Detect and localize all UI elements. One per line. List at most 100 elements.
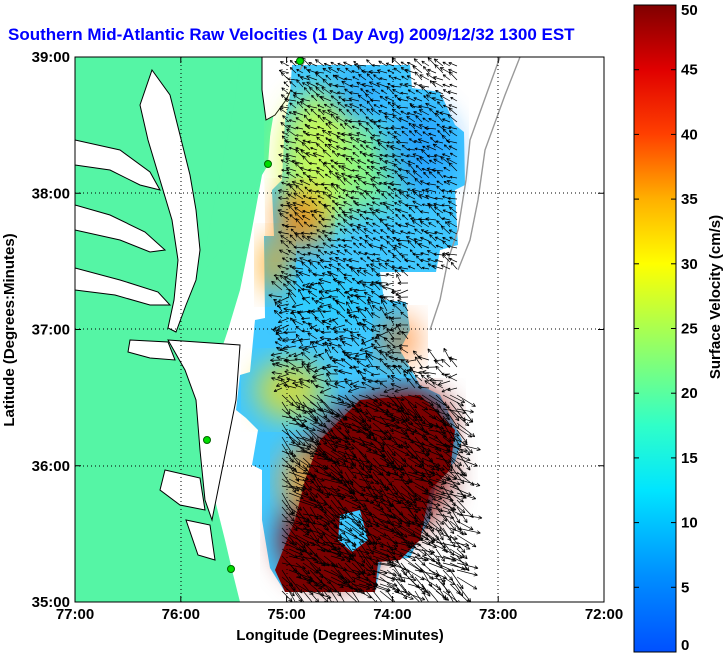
velocity-arrow bbox=[416, 157, 423, 165]
velocity-arrow bbox=[415, 164, 423, 172]
velocity-arrow bbox=[365, 443, 385, 453]
velocity-arrow bbox=[331, 346, 339, 354]
velocity-arrow bbox=[407, 89, 416, 95]
velocity-arrow bbox=[418, 104, 430, 109]
velocity-arrow bbox=[442, 478, 461, 486]
velocity-arrow bbox=[412, 153, 423, 158]
velocity-arrow bbox=[356, 295, 367, 305]
velocity-arrow bbox=[428, 222, 437, 228]
colorbar-tick-label: 15 bbox=[681, 450, 698, 467]
velocity-arrow bbox=[330, 223, 339, 228]
velocity-arrow bbox=[295, 184, 304, 193]
velocity-arrow bbox=[421, 60, 430, 67]
velocity-arrow bbox=[323, 251, 332, 256]
velocity-arrow bbox=[428, 590, 439, 602]
velocity-arrow bbox=[302, 282, 311, 287]
velocity-arrow bbox=[407, 590, 421, 602]
velocity-arrow bbox=[349, 103, 360, 109]
velocity-arrow bbox=[359, 242, 367, 249]
velocity-arrow bbox=[415, 255, 423, 263]
velocity-arrow bbox=[401, 144, 409, 151]
velocity-arrow bbox=[406, 96, 416, 102]
velocity-arrow bbox=[383, 337, 395, 347]
velocity-arrow bbox=[414, 499, 441, 507]
velocity-arrow bbox=[401, 126, 409, 130]
velocity-arrow bbox=[337, 408, 348, 421]
velocity-arrow bbox=[424, 380, 437, 389]
velocity-arrow bbox=[330, 183, 339, 193]
velocity-arrow bbox=[337, 281, 346, 291]
velocity-arrow bbox=[288, 111, 297, 116]
velocity-arrow bbox=[295, 562, 311, 575]
velocity-arrow bbox=[374, 339, 381, 347]
velocity-arrow bbox=[407, 265, 416, 270]
velocity-arrow bbox=[379, 382, 388, 389]
velocity-arrow bbox=[365, 171, 374, 179]
velocity-arrow bbox=[369, 98, 381, 103]
velocity-arrow bbox=[351, 169, 360, 172]
velocity-arrow bbox=[456, 492, 477, 500]
velocity-arrow bbox=[392, 303, 402, 312]
velocity-arrow bbox=[442, 415, 453, 428]
velocity-arrow bbox=[371, 63, 381, 67]
colorbar: 0 5 10 15 20 25 30 35 40 45 50 Surface Velocity (c… bbox=[633, 2, 724, 654]
velocity-arrow bbox=[292, 201, 304, 207]
velocity-arrow bbox=[412, 191, 423, 200]
velocity-arrow bbox=[371, 280, 381, 291]
velocity-arrow bbox=[441, 387, 451, 393]
velocity-arrow bbox=[363, 228, 374, 235]
velocity-arrow bbox=[421, 167, 430, 172]
velocity-arrow bbox=[295, 173, 304, 179]
velocity-arrow bbox=[426, 167, 437, 172]
velocity-arrow bbox=[433, 252, 444, 257]
velocity-arrow bbox=[440, 156, 451, 165]
velocity-arrow bbox=[414, 457, 436, 470]
colorbar-tick-label: 35 bbox=[681, 191, 698, 208]
velocity-arrow bbox=[315, 170, 325, 179]
velocity-arrow bbox=[390, 145, 402, 151]
velocity-arrow bbox=[359, 108, 367, 116]
velocity-arrow bbox=[386, 141, 395, 144]
velocity-arrow bbox=[371, 196, 381, 201]
colorbar-tick-label: 40 bbox=[681, 126, 698, 143]
velocity-arrow bbox=[312, 376, 325, 382]
velocity-arrow bbox=[385, 273, 395, 277]
velocity-arrow bbox=[371, 304, 381, 312]
velocity-arrow bbox=[372, 229, 381, 235]
velocity-arrow bbox=[327, 67, 339, 74]
velocity-arrow bbox=[340, 138, 353, 144]
velocity-arrow bbox=[304, 186, 311, 193]
velocity-arrow bbox=[399, 347, 409, 354]
velocity-arrow bbox=[315, 384, 325, 389]
velocity-arrow bbox=[442, 408, 467, 415]
velocity-arrow bbox=[375, 280, 388, 285]
velocity-arrow bbox=[363, 291, 374, 298]
velocity-arrow bbox=[378, 263, 388, 270]
velocity-arrow bbox=[344, 569, 361, 576]
velocity-arrow bbox=[392, 254, 402, 263]
velocity-arrow bbox=[359, 345, 374, 352]
velocity-arrow bbox=[417, 385, 430, 390]
velocity-arrow bbox=[400, 230, 409, 235]
velocity-arrow bbox=[328, 138, 339, 144]
velocity-arrow bbox=[394, 158, 402, 165]
velocity-arrow bbox=[449, 590, 458, 602]
velocity-arrow bbox=[378, 131, 388, 137]
velocity-arrow bbox=[295, 369, 304, 375]
velocity-arrow bbox=[393, 76, 402, 81]
velocity-arrow bbox=[291, 180, 304, 186]
velocity-arrow bbox=[400, 110, 409, 116]
colorbar-tick-label: 10 bbox=[681, 515, 698, 532]
velocity-arrow bbox=[344, 122, 353, 130]
velocity-arrow bbox=[425, 217, 437, 221]
velocity-arrow bbox=[372, 576, 398, 587]
velocity-arrow bbox=[282, 345, 297, 351]
colorbar-tick-label: 30 bbox=[681, 256, 698, 273]
velocity-arrow bbox=[357, 223, 367, 228]
velocity-arrow bbox=[366, 203, 374, 207]
velocity-arrow bbox=[419, 210, 430, 214]
velocity-arrow bbox=[365, 485, 381, 507]
velocity-arrow bbox=[406, 75, 416, 81]
velocity-arrow bbox=[281, 506, 295, 522]
velocity-arrow bbox=[401, 254, 409, 263]
